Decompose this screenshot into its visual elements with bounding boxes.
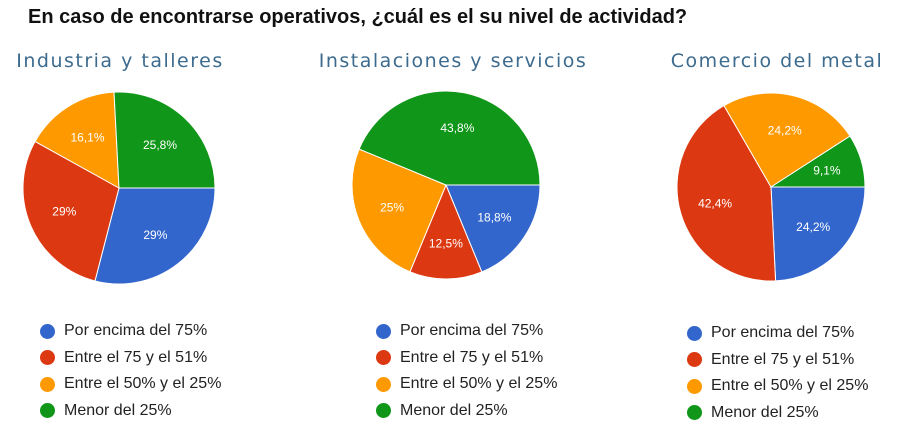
legend-item: Menor del 25% (687, 400, 868, 427)
legend-label: Por encima del 75% (64, 322, 208, 340)
slice-label: 29% (143, 228, 167, 242)
legend-swatch (687, 405, 702, 421)
slice-label: 25% (380, 200, 404, 214)
pie-chart: 24,2% 42,4% 24,2% 9,1% (676, 92, 866, 282)
legend-swatch (376, 403, 391, 419)
legend-item: Entre el 50% y el 25% (40, 371, 221, 398)
legend-item: Entre el 75 y el 51% (376, 345, 557, 372)
pie-slice (676, 104, 777, 282)
chart-panel-comercio: Comercio del metal 24,2% 42,4% 24,2% 9,1% P… (600, 0, 900, 439)
legend-swatch (376, 376, 391, 392)
slice-label: 16,1% (70, 131, 104, 145)
chart-title: Industria y talleres (16, 50, 224, 72)
legend-swatch (40, 403, 55, 419)
page-title: En caso de encontrarse operativos, ¿cuál… (28, 6, 688, 28)
legend-item: Entre el 75 y el 51% (40, 345, 221, 372)
legend-label: Entre el 75 y el 51% (64, 348, 208, 366)
slice-label: 42,4% (698, 197, 732, 211)
legend-swatch (40, 323, 55, 339)
slice-label: 9,1% (813, 164, 841, 178)
legend-label: Entre el 75 y el 51% (400, 348, 544, 366)
legend-label: Menor del 25% (400, 401, 508, 419)
pie-slice (22, 140, 120, 282)
slice-label: 25,8% (143, 138, 177, 152)
pie-slice (358, 90, 541, 186)
pie-slice (409, 183, 483, 280)
legend-item: Entre el 50% y el 25% (376, 371, 557, 398)
legend-label: Entre el 50% y el 25% (711, 377, 869, 395)
pie-slice (769, 135, 866, 188)
slice-label: 29% (52, 205, 76, 219)
legend-item: Por encima del 75% (687, 320, 868, 347)
pie-slice (723, 92, 851, 188)
pie-chart: 18,8% 12,5% 25% 43,8% (351, 90, 541, 280)
legend-label: Menor del 25% (711, 403, 819, 421)
pie-slice (113, 91, 216, 189)
slice-label: 24,2% (768, 123, 802, 137)
slice-label: 24,2% (796, 220, 830, 234)
legend-label: Menor del 25% (64, 401, 172, 419)
legend-swatch (376, 350, 391, 366)
pie-slice (34, 91, 120, 189)
legend-item: Menor del 25% (40, 398, 221, 425)
legend-swatch (687, 352, 702, 368)
pie-slice (94, 187, 216, 285)
chart-title: Comercio del metal (670, 50, 884, 72)
legend-swatch (376, 323, 391, 339)
slice-label: 12,5% (429, 236, 463, 250)
legend-item: Por encima del 75% (40, 318, 221, 345)
slice-label: 18,8% (477, 210, 511, 224)
pie-slice (770, 186, 866, 282)
legend-label: Entre el 75 y el 51% (711, 350, 855, 368)
legend-swatch (40, 350, 55, 366)
chart-panel-industria: Industria y talleres 29% 29% 16,1% 25,8% Po… (0, 0, 300, 439)
legend-swatch (687, 325, 702, 341)
legend-label: Por encima del 75% (711, 324, 855, 342)
chart-legend: Por encima del 75% Entre el 75 y el 51% … (40, 318, 221, 424)
legend-swatch (687, 378, 702, 394)
legend-item: Menor del 25% (376, 398, 557, 425)
legend-label: Entre el 50% y el 25% (400, 375, 558, 393)
slice-label: 43,8% (440, 121, 474, 135)
legend-swatch (40, 376, 55, 392)
chart-title: Instalaciones y servicios (318, 50, 588, 72)
legend-item: Entre el 75 y el 51% (687, 347, 868, 374)
chart-legend: Por encima del 75% Entre el 75 y el 51% … (687, 320, 868, 426)
legend-item: Por encima del 75% (376, 318, 557, 345)
pie-slice (351, 148, 447, 273)
legend-item: Entre el 50% y el 25% (687, 373, 868, 400)
legend-label: Entre el 50% y el 25% (64, 375, 222, 393)
pie-slice (445, 184, 541, 273)
pie-chart: 29% 29% 16,1% 25,8% (22, 91, 216, 285)
legend-label: Por encima del 75% (400, 322, 544, 340)
chart-legend: Por encima del 75% Entre el 75 y el 51% … (376, 318, 557, 424)
chart-panel-instalaciones: Instalaciones y servicios 18,8% 12,5% 25% 4… (300, 0, 600, 439)
